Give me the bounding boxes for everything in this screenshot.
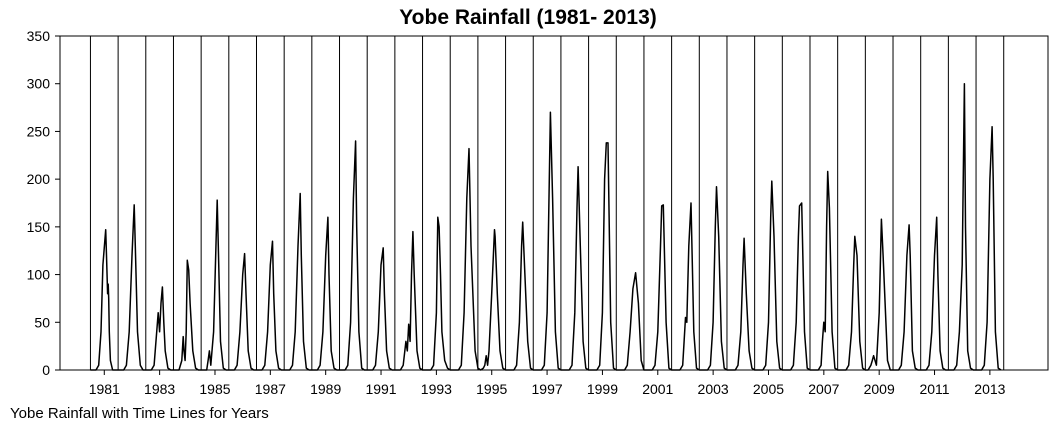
year-lines (89, 36, 1005, 370)
y-axis: 0 50 100 150 200 250 300 350 (27, 28, 60, 378)
x-tick-label-1991: 1991 (365, 381, 396, 397)
x-axis: 1981 1983 1985 1987 1989 1991 1993 1995 1997 1999… (89, 370, 1006, 397)
x-tick-label-2005: 2005 (753, 381, 784, 397)
x-tick-label-2009: 2009 (864, 381, 895, 397)
y-tick-label-50: 50 (34, 314, 50, 330)
x-tick-label-2013: 2013 (974, 381, 1005, 397)
y-tick-label-300: 300 (27, 76, 51, 92)
chart-caption: Yobe Rainfall with Time Lines for Years (10, 405, 269, 422)
y-tick-label-150: 150 (27, 219, 51, 235)
y-tick-label-350: 350 (27, 28, 51, 44)
x-tick-label-1995: 1995 (476, 381, 507, 397)
y-tick-label-100: 100 (27, 267, 51, 283)
x-tick-label-2001: 2001 (642, 381, 673, 397)
x-tick-label-1983: 1983 (144, 381, 175, 397)
x-tick-label-1989: 1989 (310, 381, 341, 397)
plot-frame (59, 35, 1049, 371)
y-tick-label-200: 200 (27, 171, 51, 187)
x-tick-label-1997: 1997 (532, 381, 563, 397)
x-tick-label-1985: 1985 (199, 381, 230, 397)
x-tick-label-2011: 2011 (919, 381, 949, 397)
x-tick-label-2003: 2003 (698, 381, 729, 397)
x-tick-label-1993: 1993 (421, 381, 452, 397)
x-tick-label-2007: 2007 (808, 381, 839, 397)
chart-title: Yobe Rainfall (1981- 2013) (399, 6, 657, 29)
x-tick-label-1981: 1981 (89, 381, 120, 397)
x-tick-label-1987: 1987 (255, 381, 286, 397)
series-line (90, 82, 1002, 371)
x-tick-label-1999: 1999 (587, 381, 618, 397)
y-tick-label-0: 0 (42, 362, 50, 378)
y-tick-label-250: 250 (27, 123, 51, 139)
